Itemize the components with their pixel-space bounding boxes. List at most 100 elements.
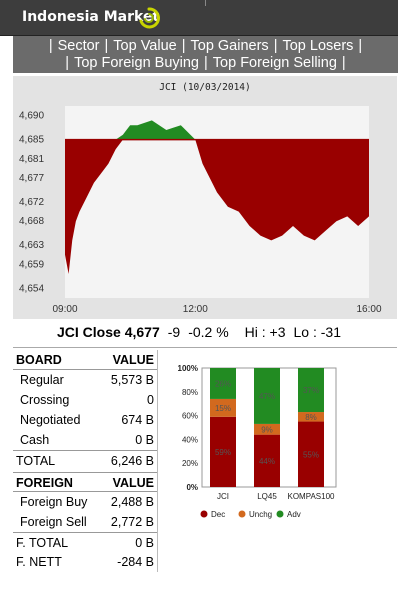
y-tick-label: 4,681	[19, 154, 44, 165]
legend-label: Unchg	[249, 510, 272, 519]
category-label: LQ45	[257, 492, 277, 501]
segment-label: 26%	[215, 379, 231, 388]
segment-label: 15%	[215, 404, 231, 413]
y-tick-label: 0%	[186, 483, 198, 492]
foreign-row-ftotal: F. TOTAL 0 B	[13, 532, 157, 552]
market-nav: | Sector | Top Value | Top Gainers | Top Losers…	[13, 36, 398, 73]
nav-link-sector[interactable]: Sector	[57, 38, 100, 54]
row-value: 6,246 B	[110, 454, 154, 468]
foreign-row-fnett: F. NETT -284 B	[13, 552, 157, 572]
x-tick-label: 12:00	[183, 304, 208, 315]
bar-segment-adv	[254, 368, 280, 424]
x-tick-label: 16:00	[356, 304, 381, 315]
row-value: 0	[147, 393, 154, 407]
x-tick-label: 09:00	[52, 304, 77, 315]
row-label: TOTAL	[16, 454, 56, 468]
summary-divider	[13, 347, 397, 348]
table-divider	[157, 350, 158, 572]
header-divider	[205, 0, 206, 6]
board-row-crossing: Crossing 0	[13, 390, 157, 410]
row-label: Foreign Buy	[20, 495, 88, 509]
row-label: Crossing	[20, 393, 70, 407]
bar-segment-unchg	[210, 398, 236, 417]
jci-change-pct: -0.2 %	[188, 324, 229, 340]
row-label: F. NETT	[16, 555, 62, 569]
row-value: 2,772 B	[110, 515, 154, 529]
row-value: 2,488 B	[110, 495, 154, 509]
y-tick-label: 4,690	[19, 111, 44, 122]
board-header: BOARD VALUE	[13, 350, 157, 370]
jci-chart-title: JCI (10/03/2014)	[159, 82, 251, 93]
jci-chart-svg: 4,690 4,685 4,681 4,677 4,672 4,668 4,663 4,659…	[19, 106, 382, 315]
board-table: BOARD VALUE Regular 5,573 B Crossing 0 Neg…	[13, 350, 157, 470]
nav-link-top-losers[interactable]: Top Losers	[282, 38, 354, 54]
nav-link-top-value[interactable]: Top Value	[113, 38, 177, 54]
segment-label: 59%	[215, 448, 231, 457]
row-value: 0 B	[135, 433, 154, 447]
bar-segment-unchg	[254, 423, 280, 435]
foreign-header-label: FOREIGN	[16, 476, 73, 490]
jci-lo: Lo : -31	[293, 324, 341, 340]
row-label: F. TOTAL	[16, 536, 69, 550]
jci-advance-area	[65, 120, 369, 140]
page-title: Indonesia Market	[22, 9, 160, 25]
nav-link-top-foreign-selling[interactable]: Top Foreign Selling	[212, 55, 337, 71]
logo-swirl-icon	[139, 7, 160, 29]
bar-segment-adv	[210, 368, 236, 399]
row-value: -284 B	[117, 555, 154, 569]
y-tick-label: 4,659	[19, 259, 44, 270]
board-row-regular: Regular 5,573 B	[13, 370, 157, 390]
bar-segment-dec	[298, 421, 324, 487]
segment-label: 47%	[259, 392, 275, 401]
nav-row-2: | Top Foreign Buying | Top Foreign Selling |	[65, 55, 346, 71]
legend-dot	[200, 510, 208, 518]
jci-chart: 4,690 4,685 4,681 4,677 4,672 4,668 4,663 4,659…	[13, 76, 397, 319]
bar-segment-dec	[210, 416, 236, 487]
bar-segment-unchg	[298, 412, 324, 422]
y-tick-label: 4,663	[19, 240, 44, 251]
y-tick-label: 60%	[182, 412, 198, 421]
bar-segment-dec	[254, 434, 280, 487]
foreign-row-buy: Foreign Buy 2,488 B	[13, 492, 157, 512]
board-row-cash: Cash 0 B	[13, 430, 157, 450]
jci-change: -9	[167, 324, 181, 340]
segment-label: 55%	[303, 450, 319, 459]
y-tick-label: 4,654	[19, 283, 44, 294]
jci-hi: Hi : +3	[244, 324, 286, 340]
foreign-table: FOREIGN VALUE Foreign Buy 2,488 B Foreign…	[13, 472, 157, 572]
header-bar: Indonesia Market	[0, 0, 398, 36]
row-label: Regular	[20, 373, 64, 387]
y-tick-label: 20%	[182, 459, 198, 468]
segment-label: 37%	[303, 386, 319, 395]
y-tick-label: 4,668	[19, 216, 44, 227]
market-breadth-chart: 0% 20% 40% 60% 80% 100% 59% 15% 26% JCI 44% 9% 47% LQ…	[178, 364, 337, 519]
board-header-label: BOARD	[16, 353, 62, 367]
row-label: Negotiated	[20, 413, 81, 427]
foreign-row-sell: Foreign Sell 2,772 B	[13, 512, 157, 532]
board-row-negotiated: Negotiated 674 B	[13, 410, 157, 430]
row-label: Cash	[20, 433, 50, 447]
bar-segment-adv	[298, 368, 324, 413]
y-tick-label: 100%	[178, 364, 198, 373]
segment-label: 8%	[305, 413, 317, 422]
y-tick-label: 4,685	[19, 135, 44, 146]
y-tick-label: 4,672	[19, 197, 44, 208]
row-value: 674 B	[121, 413, 154, 427]
nav-link-top-gainers[interactable]: Top Gainers	[190, 38, 269, 54]
y-tick-label: 80%	[182, 388, 198, 397]
y-tick-label: 4,677	[19, 173, 44, 184]
jci-close-label: JCI Close 4,677	[57, 324, 160, 340]
category-label: JCI	[217, 492, 229, 501]
segment-label: 9%	[261, 425, 273, 434]
row-label: Foreign Sell	[20, 515, 87, 529]
nav-link-top-foreign-buying[interactable]: Top Foreign Buying	[74, 55, 199, 71]
foreign-header-value: VALUE	[112, 476, 154, 490]
legend-label: Dec	[211, 510, 225, 519]
board-header-value: VALUE	[112, 353, 154, 367]
row-value: 0 B	[135, 536, 154, 550]
nav-row-1: | Sector | Top Value | Top Gainers | Top Losers…	[48, 38, 363, 54]
jci-decline-area	[65, 139, 369, 274]
legend-dot	[238, 510, 246, 518]
y-tick-label: 40%	[182, 435, 198, 444]
row-value: 5,573 B	[110, 373, 154, 387]
